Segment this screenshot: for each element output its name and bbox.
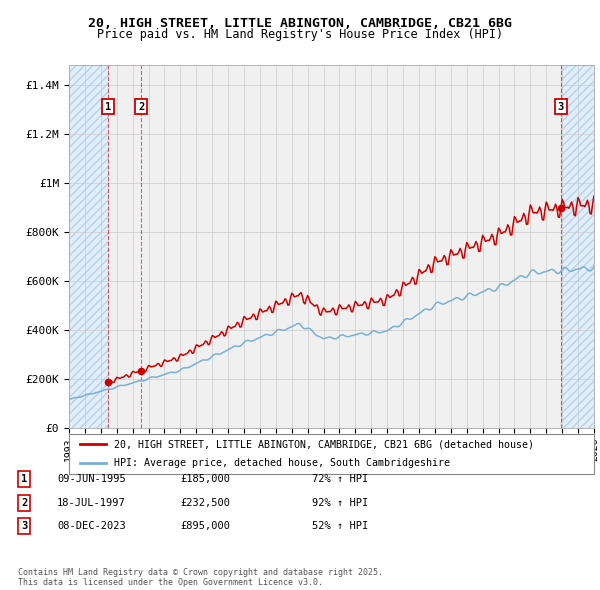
Text: 2: 2 bbox=[138, 101, 145, 112]
Text: 1: 1 bbox=[104, 101, 111, 112]
Text: 92% ↑ HPI: 92% ↑ HPI bbox=[312, 498, 368, 507]
Text: 18-JUL-1997: 18-JUL-1997 bbox=[57, 498, 126, 507]
Bar bbox=[561, 65, 594, 428]
Text: 20, HIGH STREET, LITTLE ABINGTON, CAMBRIDGE, CB21 6BG (detached house): 20, HIGH STREET, LITTLE ABINGTON, CAMBRI… bbox=[113, 440, 533, 450]
Text: £895,000: £895,000 bbox=[180, 522, 230, 531]
Text: 08-DEC-2023: 08-DEC-2023 bbox=[57, 522, 126, 531]
Text: 52% ↑ HPI: 52% ↑ HPI bbox=[312, 522, 368, 531]
Text: Price paid vs. HM Land Registry's House Price Index (HPI): Price paid vs. HM Land Registry's House … bbox=[97, 28, 503, 41]
Text: HPI: Average price, detached house, South Cambridgeshire: HPI: Average price, detached house, Sout… bbox=[113, 458, 449, 468]
Text: 3: 3 bbox=[21, 522, 27, 531]
Bar bbox=[69, 65, 108, 428]
Text: 72% ↑ HPI: 72% ↑ HPI bbox=[312, 474, 368, 484]
Text: Contains HM Land Registry data © Crown copyright and database right 2025.
This d: Contains HM Land Registry data © Crown c… bbox=[18, 568, 383, 587]
Text: 1: 1 bbox=[21, 474, 27, 484]
Text: 09-JUN-1995: 09-JUN-1995 bbox=[57, 474, 126, 484]
Bar bbox=[561, 65, 594, 428]
Text: £185,000: £185,000 bbox=[180, 474, 230, 484]
Text: 3: 3 bbox=[558, 101, 564, 112]
Bar bbox=[69, 65, 108, 428]
Text: 2: 2 bbox=[21, 498, 27, 507]
Text: £232,500: £232,500 bbox=[180, 498, 230, 507]
Text: 20, HIGH STREET, LITTLE ABINGTON, CAMBRIDGE, CB21 6BG: 20, HIGH STREET, LITTLE ABINGTON, CAMBRI… bbox=[88, 17, 512, 30]
